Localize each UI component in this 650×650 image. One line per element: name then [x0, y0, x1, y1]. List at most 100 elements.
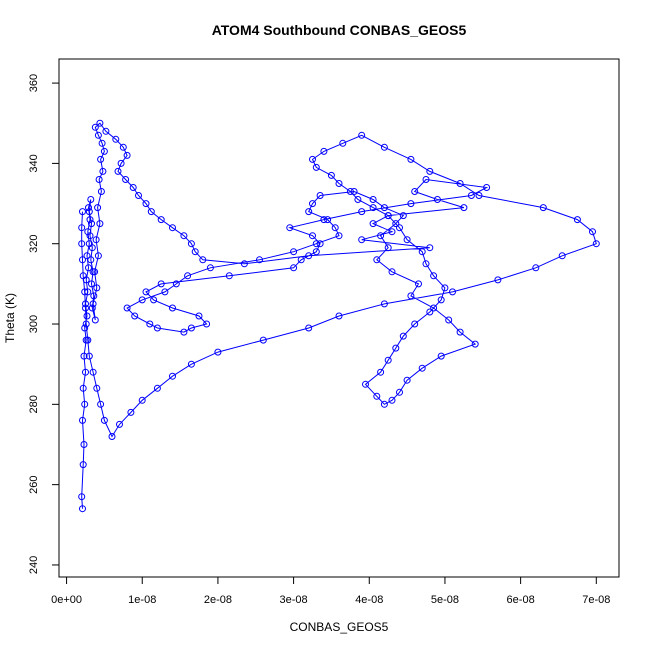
- data-point: [312, 163, 320, 171]
- data-point: [88, 220, 95, 228]
- series-line: [81, 122, 597, 509]
- data-point: [392, 344, 400, 352]
- data-point: [407, 200, 415, 208]
- data-point: [290, 264, 298, 272]
- data-point: [467, 192, 475, 199]
- x-tick-label: 0e+00: [51, 594, 82, 606]
- data-point: [445, 316, 453, 324]
- data-point: [316, 192, 324, 199]
- data-point: [592, 240, 600, 248]
- data-point: [79, 461, 87, 469]
- data-point: [169, 372, 176, 380]
- y-tick-label: 340: [28, 154, 40, 172]
- data-point: [102, 127, 110, 135]
- data-point: [407, 155, 415, 163]
- data-point: [335, 180, 343, 187]
- data-point: [187, 240, 195, 248]
- y-axis: 240 260 280 300 320 340 360: [28, 74, 60, 574]
- data-point: [117, 159, 125, 167]
- data-point: [88, 280, 95, 288]
- data-point: [426, 244, 434, 252]
- data-point: [131, 312, 139, 320]
- data-point: [78, 240, 86, 248]
- x-tick-label: 3e-08: [280, 594, 308, 606]
- data-point: [388, 396, 396, 404]
- data-point: [384, 244, 392, 252]
- data-point: [399, 212, 407, 220]
- data-point: [297, 256, 305, 264]
- data-point: [195, 312, 203, 320]
- data-point: [81, 288, 89, 296]
- data-point: [335, 312, 343, 320]
- data-point: [85, 208, 93, 216]
- data-point: [142, 288, 150, 296]
- data-point: [96, 220, 104, 228]
- data-point: [407, 292, 415, 300]
- data-point: [430, 272, 438, 280]
- data-point: [79, 256, 86, 264]
- data-point: [89, 368, 97, 376]
- data-point: [88, 244, 96, 252]
- data-point: [157, 216, 165, 224]
- data-point: [187, 324, 195, 332]
- data-point: [112, 135, 120, 143]
- data-point: [437, 352, 445, 360]
- data-point: [91, 123, 99, 131]
- data-point: [418, 364, 426, 372]
- data-point: [91, 268, 99, 276]
- data-point: [87, 256, 95, 264]
- data-point: [460, 204, 468, 212]
- data-point: [309, 200, 316, 208]
- data-point: [91, 316, 99, 324]
- data-point: [422, 176, 430, 183]
- data-point: [94, 204, 102, 212]
- data-point: [123, 151, 131, 159]
- data-point: [589, 228, 596, 236]
- data-point: [85, 264, 92, 272]
- data-point: [388, 228, 396, 236]
- data-point: [403, 376, 411, 384]
- data-point: [475, 192, 483, 199]
- data-point: [79, 505, 86, 513]
- data-point: [135, 192, 142, 199]
- data-point: [100, 416, 108, 424]
- x-tick-label: 6e-08: [507, 594, 535, 606]
- data-point: [380, 204, 388, 212]
- data-point: [78, 224, 86, 232]
- data-point: [331, 224, 339, 232]
- x-tick-label: 4e-08: [355, 594, 383, 606]
- data-point: [290, 248, 298, 256]
- y-tick-label: 360: [28, 74, 40, 92]
- data-point: [90, 292, 98, 300]
- data-point: [81, 400, 89, 408]
- data-point: [97, 188, 105, 195]
- data-point: [403, 236, 411, 244]
- data-point: [119, 143, 127, 151]
- data-point: [483, 184, 491, 191]
- data-point: [384, 212, 392, 220]
- data-point: [558, 252, 566, 260]
- chart-title: ATOM4 Southbound CONBAS_GEOS5: [212, 22, 467, 38]
- data-point: [399, 332, 407, 340]
- data-point: [225, 272, 233, 280]
- series-layer: [78, 119, 600, 513]
- data-point: [94, 252, 102, 260]
- data-point: [426, 167, 434, 175]
- x-tick-label: 2e-08: [204, 594, 232, 606]
- data-point: [81, 324, 89, 332]
- data-point: [415, 280, 422, 288]
- data-point: [373, 256, 381, 264]
- data-point: [392, 220, 400, 228]
- data-point: [320, 216, 328, 224]
- data-point: [82, 368, 89, 376]
- data-point: [87, 196, 95, 203]
- data-point: [339, 139, 347, 147]
- data-point: [437, 296, 445, 304]
- data-point: [127, 408, 135, 416]
- data-point: [92, 236, 100, 244]
- data-point: [79, 416, 86, 424]
- data-point: [346, 188, 354, 195]
- data-point: [114, 167, 122, 175]
- data-point: [187, 360, 195, 368]
